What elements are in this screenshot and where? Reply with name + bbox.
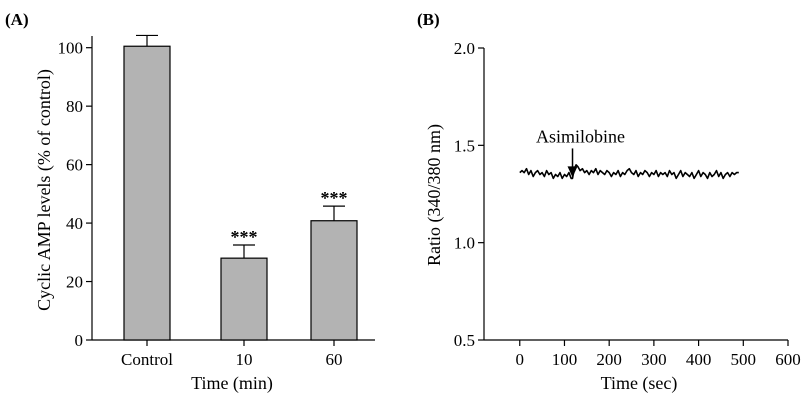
panel-b-annotation-arrow-head — [567, 166, 578, 178]
panel-a-y-tick-label: 0 — [75, 331, 84, 350]
panel-b-y-axis: 0.5 1.0 1.5 2.0 — [454, 39, 485, 350]
panel-a-bar — [123, 45, 171, 341]
panel-b-x-tick-label: 200 — [596, 350, 622, 369]
panel-a-bar — [220, 257, 268, 341]
panel-a-y-tick-label: 40 — [66, 214, 83, 233]
panel-a-y-tick-label: 20 — [66, 273, 83, 292]
panel-a-label: (A) — [5, 10, 29, 29]
panel-b-x-axis: 0 100 200 300 400 500 600 — [484, 339, 801, 369]
panel-a-y-axis: 0 20 40 60 80 100 — [58, 36, 93, 350]
panel-b-label: (B) — [417, 10, 440, 29]
panel-a-y-tick-label: 60 — [66, 156, 83, 175]
panel-a-y-axis-title: Cyclic AMP levels (% of control) — [34, 69, 55, 311]
panel-a: (A) 0 20 40 60 80 100 Control 10 60 *** *** Time… — [5, 10, 375, 394]
panel-b-x-tick-label: 600 — [775, 350, 801, 369]
panel-b-y-tick-label: 0.5 — [454, 331, 475, 350]
panel-b-annotation: Asimilobine — [536, 126, 625, 178]
panel-a-y-tick-label: 100 — [58, 39, 84, 58]
panel-b-y-axis-title: Ratio (340/380 nm) — [424, 124, 445, 266]
panel-a-x-axis: Control 10 60 — [92, 339, 375, 369]
panel-a-x-tick-label: 60 — [326, 350, 343, 369]
panel-b-x-tick-label: 0 — [516, 350, 525, 369]
panel-b-x-tick-label: 500 — [731, 350, 757, 369]
panel-a-x-tick-label: 10 — [236, 350, 253, 369]
panel-a-y-tick-label: 80 — [66, 97, 83, 116]
panel-b-y-tick-label: 1.5 — [454, 136, 475, 155]
panel-b-x-axis-title: Time (sec) — [601, 373, 678, 394]
panel-a-significance-label: *** — [231, 227, 258, 247]
panel-b: (B) 0.5 1.0 1.5 2.0 0 100 200 300 400 500 600 Asi… — [417, 10, 801, 394]
panel-b-series-line — [519, 164, 739, 180]
panel-a-significance-label: *** — [321, 188, 348, 208]
panel-a-x-axis-title: Time (min) — [191, 373, 273, 394]
panel-a-bar — [310, 220, 358, 341]
panel-b-y-tick-label: 2.0 — [454, 39, 475, 58]
panel-a-bars: *** *** — [123, 34, 358, 341]
panel-a-x-tick-label: Control — [121, 350, 173, 369]
panel-b-x-tick-label: 100 — [552, 350, 578, 369]
panel-b-annotation-label: Asimilobine — [536, 126, 625, 146]
panel-b-x-tick-label: 400 — [686, 350, 712, 369]
panel-b-series — [519, 164, 739, 180]
panel-b-y-tick-label: 1.0 — [454, 234, 475, 253]
panel-b-x-tick-label: 300 — [641, 350, 667, 369]
